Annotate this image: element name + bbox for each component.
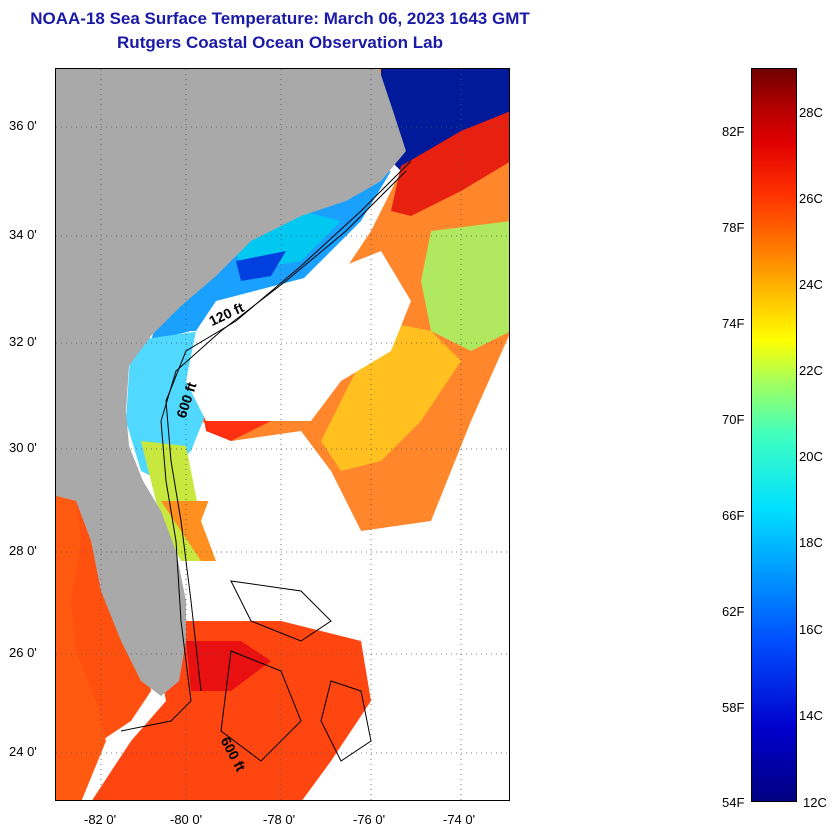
lat-label-28: 28 0' xyxy=(9,543,37,558)
lat-label-24: 24 0' xyxy=(9,744,37,759)
colorbar-c-label-28: 28C xyxy=(799,105,823,120)
lon-label-78: -78 0' xyxy=(263,812,296,827)
lat-label-34: 34 0' xyxy=(9,227,37,242)
lon-label-80: -80 0' xyxy=(170,812,203,827)
colorbar-c-label-20: 20C xyxy=(799,449,823,464)
lat-label-26: 26 0' xyxy=(9,645,37,660)
sst-map-image xyxy=(55,68,510,801)
colorbar-c-label-22: 22C xyxy=(799,363,823,378)
colorbar-f-label-82: 82F xyxy=(722,124,745,139)
colorbar-c-label-16: 16C xyxy=(799,622,823,637)
lon-label-76: -76 0' xyxy=(353,812,386,827)
map-title: NOAA-18 Sea Surface Temperature: March 0… xyxy=(30,9,530,28)
colorbar-c-label-12: 12C xyxy=(803,795,827,810)
lon-label-82: -82 0' xyxy=(84,812,117,827)
lat-label-30: 30 0' xyxy=(9,440,37,455)
colorbar-f-label-62: 62F xyxy=(722,604,745,619)
lat-label-36: 36 0' xyxy=(9,118,37,133)
temperature-colorbar xyxy=(751,68,797,802)
colorbar-c-label-18: 18C xyxy=(799,535,823,550)
colorbar-f-label-78: 78F xyxy=(722,220,745,235)
map-subtitle: Rutgers Coastal Ocean Observation Lab xyxy=(117,33,443,52)
lon-label-74: -74 0' xyxy=(443,812,476,827)
colorbar-f-label-54: 54F xyxy=(722,795,745,810)
colorbar-f-label-58: 58F xyxy=(722,700,745,715)
colorbar-f-label-66: 66F xyxy=(722,508,745,523)
colorbar-c-label-26: 26C xyxy=(799,191,823,206)
colorbar-f-label-70: 70F xyxy=(722,412,745,427)
lat-label-32: 32 0' xyxy=(9,334,37,349)
colorbar-c-label-24: 24C xyxy=(799,277,823,292)
colorbar-c-label-14: 14C xyxy=(799,708,823,723)
colorbar-f-label-74: 74F xyxy=(722,316,745,331)
